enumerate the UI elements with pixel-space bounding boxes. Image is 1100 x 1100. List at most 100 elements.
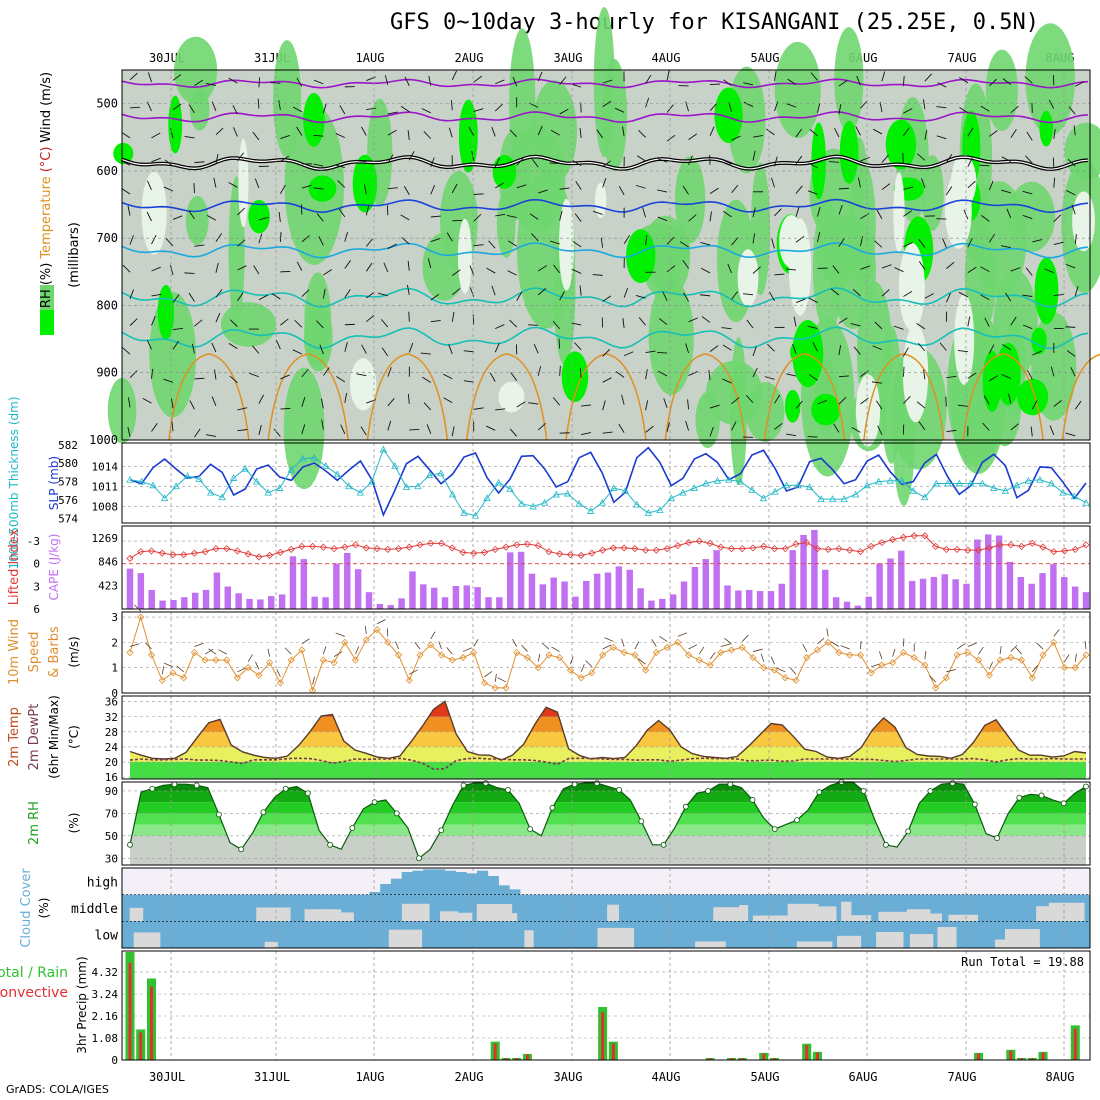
wind-barb: [344, 341, 348, 352]
wind-barb: [642, 207, 647, 218]
wind-barb: [572, 160, 582, 167]
wind-barb-10m: [129, 643, 140, 647]
lifted-index-point: [362, 544, 370, 552]
wind-barb: [679, 241, 689, 248]
lifted-index-point: [813, 545, 822, 553]
wind-barb: [206, 434, 217, 437]
wind-speed-point: [975, 656, 983, 664]
wind-barb: [510, 372, 518, 381]
rh-point: [705, 788, 711, 794]
wind-barb: [211, 342, 217, 353]
rh-point: [660, 841, 667, 848]
wind-barb: [1074, 400, 1082, 410]
wind-barb: [903, 127, 910, 136]
wind-barb-10m: [659, 635, 668, 642]
temp-ylabel-4-part: (°C): [67, 725, 81, 749]
cloud-clearing: [264, 941, 278, 948]
wind-barb: [300, 204, 303, 215]
wind-barb: [830, 288, 840, 296]
thickness-point: [759, 494, 768, 502]
wind-barb: [127, 397, 131, 408]
lifted-index-point: [427, 539, 435, 547]
wind-barb: [622, 126, 625, 137]
cape-bar: [398, 598, 405, 609]
thickness-ylabel-part: 1000-500mb: [7, 492, 21, 569]
rh-plume: [220, 302, 277, 347]
lifted-index-point: [201, 548, 209, 556]
precip-convective-bar: [805, 1045, 809, 1060]
cape-bar: [789, 550, 796, 609]
pressure-tick: 800: [96, 298, 118, 312]
wind-speed-point: [770, 666, 779, 674]
cape-bar: [941, 574, 948, 609]
wind-barb-10m: [134, 604, 142, 612]
wind-barb-10m: [604, 637, 614, 642]
wind-barb: [727, 263, 732, 274]
precip-convective-bar: [815, 1052, 819, 1060]
precip-convective-bar: [708, 1058, 712, 1060]
wind-barb: [469, 287, 475, 297]
wind-ylabel-3-part: & Barbs: [47, 626, 62, 678]
thickness-point: [540, 498, 549, 506]
wind-speed-point: [1007, 653, 1015, 662]
wind-speed-point: [588, 669, 596, 677]
wind-barb: [213, 177, 217, 188]
wind-barb: [834, 127, 840, 138]
wind-barb: [817, 206, 821, 217]
wind-barb: [381, 319, 389, 328]
precip-legend-conv: Convective: [0, 985, 68, 1001]
cloud-clearing: [453, 912, 473, 922]
thickness-point: [967, 479, 975, 487]
wind-barb: [473, 244, 484, 247]
wind-barb: [623, 351, 634, 357]
wind-barb: [206, 83, 217, 86]
thickness-point: [990, 484, 998, 491]
rh-high-plume: [561, 351, 589, 403]
wind-barb-10m: [333, 651, 343, 657]
wind-barb: [688, 317, 698, 323]
wind-barb-10m: [376, 619, 386, 625]
wind-speed-point: [996, 656, 1004, 664]
lifted-index-point: [727, 545, 736, 553]
cape-frame: [121, 525, 1091, 610]
wind-barb: [258, 294, 268, 301]
lifted-index-point: [899, 533, 907, 541]
wind-barb: [596, 129, 603, 139]
temp-ylabel-3-text: (6hr Min/Max): [47, 695, 61, 779]
rh-high-plume: [714, 87, 743, 144]
wind-barb: [516, 157, 524, 166]
wind-barb: [645, 97, 650, 108]
wind-barb: [550, 129, 560, 136]
wind-barb: [387, 367, 392, 377]
wind-barb-10m: [892, 648, 896, 657]
wind-speed-point: [642, 666, 650, 674]
wind-barb: [273, 428, 281, 437]
li-ylabel-part: Lifted Index: [7, 528, 22, 605]
wind-barb: [1010, 316, 1017, 326]
rh-point: [883, 841, 889, 848]
wind-speed-point: [577, 674, 585, 682]
wind-barb-10m: [580, 664, 585, 672]
wind-barb: [752, 346, 757, 357]
lifted-index-point: [738, 545, 746, 553]
wind-speed-point: [126, 648, 134, 657]
rh-dry-plume: [559, 198, 575, 291]
wind-barb: [903, 347, 909, 357]
rh-dry-plume: [498, 381, 525, 413]
wind-barb: [146, 339, 152, 350]
cloud-high-block: [401, 872, 413, 895]
cloud-clearing: [937, 927, 957, 948]
lifted-index-point: [706, 539, 714, 547]
wind-barb: [1032, 239, 1043, 243]
wind-ylabel-1: 10m Wind: [7, 619, 22, 685]
temp-band: [130, 762, 1086, 779]
pressure-tick: 900: [96, 366, 118, 380]
rh-ylabel-unit-part: (%): [67, 813, 81, 834]
lifted-index-point: [824, 545, 832, 553]
cloud-frame: [121, 867, 1091, 949]
cape-bar: [344, 552, 351, 609]
cape-bar: [224, 586, 231, 609]
rh-dry-plume: [1072, 191, 1095, 252]
wind-barb: [279, 231, 282, 242]
precip-convective-bar: [1041, 1052, 1045, 1060]
